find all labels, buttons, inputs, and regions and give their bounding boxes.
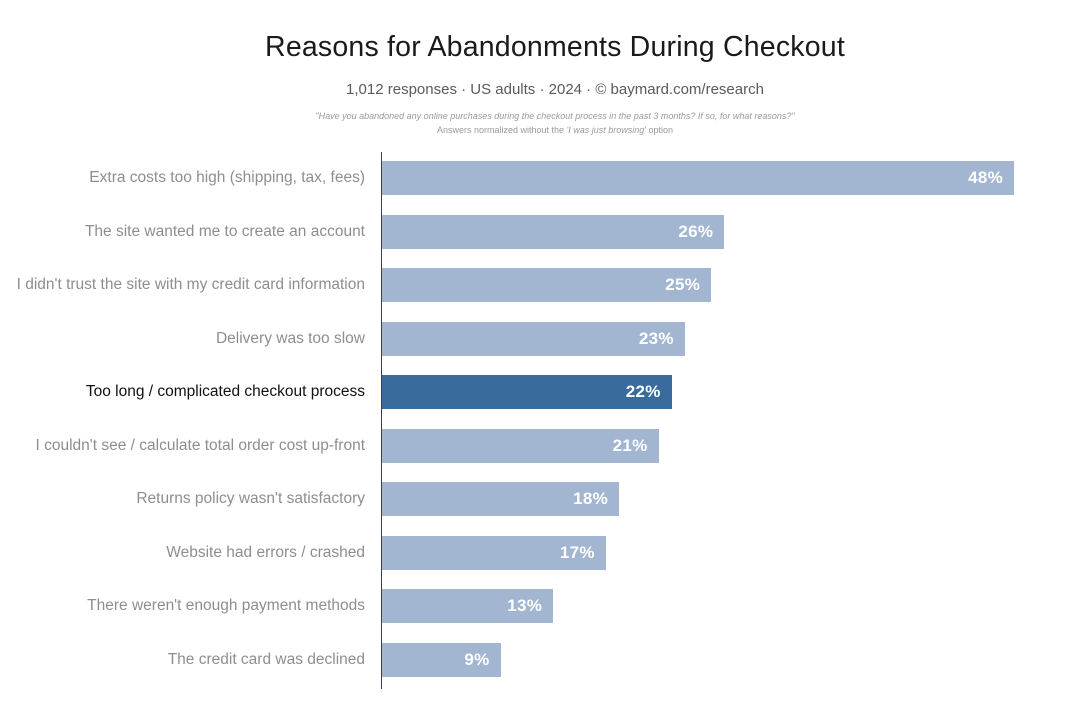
bar-zone: 9% xyxy=(382,642,1080,677)
value-label: 48% xyxy=(968,168,1003,187)
category-label: The credit card was declined xyxy=(167,650,365,668)
chart-rows: Extra costs too high (shipping, tax, fee… xyxy=(0,161,1080,677)
bar: 48% xyxy=(382,161,1014,195)
chart-row: The credit card was declined 9% xyxy=(0,642,1080,677)
chart-row: Delivery was too slow 23% xyxy=(0,321,1080,356)
bar: 22% xyxy=(382,375,672,409)
category-label: The site wanted me to create an account xyxy=(84,222,365,240)
chart-row: Extra costs too high (shipping, tax, fee… xyxy=(0,161,1080,195)
value-label: 18% xyxy=(573,489,608,508)
bar: 9% xyxy=(382,642,501,677)
y-axis-line xyxy=(381,152,382,689)
category-label: Extra costs too high (shipping, tax, fee… xyxy=(89,169,365,186)
normalization-footnote-prefix: Answers normalized without the xyxy=(436,125,567,135)
bar-zone: 23% xyxy=(382,321,1080,356)
chart-row: I didn't trust the site with my credit c… xyxy=(0,268,1080,302)
chart-row: Too long / complicated checkout process 2… xyxy=(0,375,1080,409)
chart-row: Returns policy wasn't satisfactory 18% xyxy=(0,482,1080,516)
bar: 23% xyxy=(382,321,685,356)
category-label: There weren't enough payment methods xyxy=(87,597,365,614)
value-label: 23% xyxy=(638,328,674,348)
value-label: 21% xyxy=(612,435,648,455)
value-label: 22% xyxy=(625,382,661,401)
normalization-footnote-emphasis: 'I was just browsing' xyxy=(566,125,646,135)
category-label: Website had errors / crashed xyxy=(166,543,365,561)
bar: 18% xyxy=(382,482,619,516)
survey-question-footnote: "Have you abandoned any online purchases… xyxy=(315,111,795,121)
chart-row: I couldn't see / calculate total order c… xyxy=(0,428,1080,463)
chart-title: Reasons for Abandonments During Checkout xyxy=(265,31,845,63)
value-label: 13% xyxy=(507,596,543,615)
bar-zone: 17% xyxy=(382,535,1080,570)
chart-row: Website had errors / crashed 17% xyxy=(0,535,1080,570)
chart-row: The site wanted me to create an account 2… xyxy=(0,214,1080,249)
category-label: I couldn't see / calculate total order c… xyxy=(35,436,366,454)
normalization-footnote-suffix: option xyxy=(646,125,674,135)
chart-row: There weren't enough payment methods 13% xyxy=(0,589,1080,623)
category-label: Delivery was too slow xyxy=(215,329,365,347)
bar-zone: 18% xyxy=(382,482,1080,516)
value-label: 17% xyxy=(559,542,595,562)
bar-zone: 48% xyxy=(382,161,1080,195)
category-label: Too long / complicated checkout process xyxy=(85,383,365,400)
bar-zone: 25% xyxy=(382,268,1080,302)
bar-zone: 22% xyxy=(382,375,1080,409)
bar: 13% xyxy=(382,589,554,623)
bar: 17% xyxy=(382,535,606,570)
bar: 21% xyxy=(382,428,659,463)
category-label: I didn't trust the site with my credit c… xyxy=(16,276,365,293)
bar: 26% xyxy=(382,214,725,249)
bar-chart: Extra costs too high (shipping, tax, fee… xyxy=(0,152,1080,697)
value-label: 26% xyxy=(678,221,714,241)
bar-zone: 21% xyxy=(382,428,1080,463)
bar: 25% xyxy=(382,268,712,302)
bar-zone: 26% xyxy=(382,214,1080,249)
category-label: Returns policy wasn't satisfactory xyxy=(136,490,365,507)
chart-subtitle: 1,012 responses · US adults · 2024 · © b… xyxy=(346,81,764,98)
value-label: 9% xyxy=(464,649,490,669)
chart-header: Reasons for Abandonments During Checkout… xyxy=(0,0,1080,135)
bar-zone: 13% xyxy=(382,589,1080,623)
normalization-footnote: Answers normalized without the 'I was ju… xyxy=(0,125,1080,135)
value-label: 25% xyxy=(665,275,701,294)
